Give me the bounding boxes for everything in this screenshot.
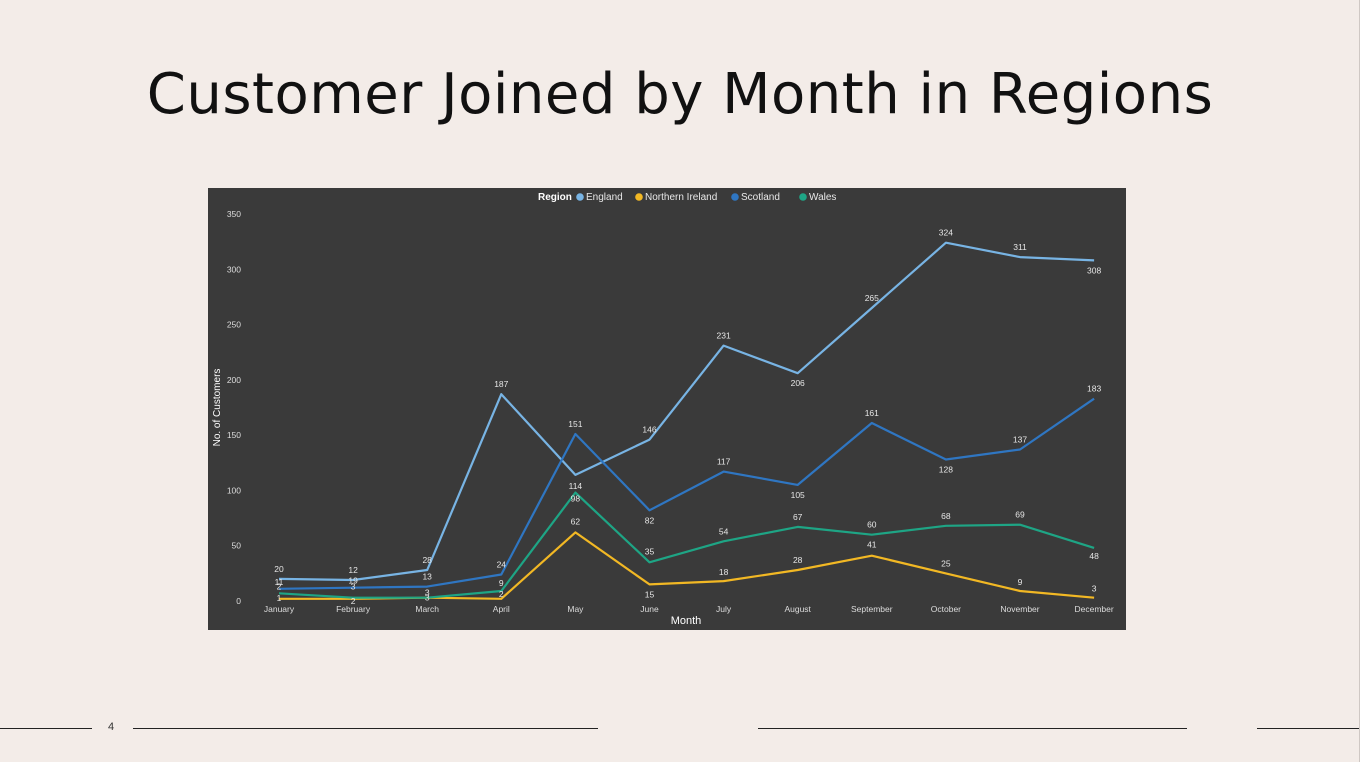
x-tick-label: September xyxy=(851,604,893,614)
footer-line-left-long xyxy=(133,728,598,729)
chart-legend: Region England Northern Ireland Scotland Wal… xyxy=(538,192,836,203)
y-tick-label: 150 xyxy=(227,430,241,440)
data-label: 146 xyxy=(642,425,656,435)
data-label: 35 xyxy=(645,546,655,556)
x-tick-label: July xyxy=(716,604,732,614)
footer-line-center xyxy=(758,728,1187,729)
series-lines xyxy=(279,243,1094,599)
series-line[interactable] xyxy=(279,532,1094,598)
data-label: 98 xyxy=(571,494,581,504)
slide-title: Customer Joined by Month in Regions xyxy=(0,62,1360,127)
y-tick-label: 50 xyxy=(232,541,242,551)
legend-label: Wales xyxy=(809,192,836,203)
data-label: 28 xyxy=(793,555,803,565)
data-label: 25 xyxy=(941,558,951,568)
y-tick-label: 100 xyxy=(227,485,241,495)
chart-svg: Region England Northern Ireland Scotland Wal… xyxy=(208,188,1126,630)
x-axis-title: Month xyxy=(671,615,702,627)
data-label: 265 xyxy=(865,293,879,303)
y-tick-label: 300 xyxy=(227,264,241,274)
data-label: 28 xyxy=(422,555,432,565)
data-label: 54 xyxy=(719,526,729,536)
legend-label: Scotland xyxy=(741,192,780,203)
data-label: 3 xyxy=(351,582,356,592)
legend-marker xyxy=(731,193,739,201)
data-label: 15 xyxy=(645,589,655,599)
data-label: 82 xyxy=(645,515,655,525)
legend-label: England xyxy=(586,192,623,203)
y-axis-title: No. of Customers xyxy=(212,369,223,447)
data-label: 9 xyxy=(499,578,504,588)
legend-marker xyxy=(635,193,643,201)
x-axis: January February March April May June July Augu… xyxy=(264,604,1114,627)
legend-label: Northern Ireland xyxy=(645,192,717,203)
x-tick-label: November xyxy=(1000,604,1039,614)
data-label: 20 xyxy=(274,564,284,574)
data-label: 9 xyxy=(1018,577,1023,587)
x-tick-label: June xyxy=(640,604,659,614)
data-label: 13 xyxy=(422,572,432,582)
x-tick-label: March xyxy=(415,604,439,614)
line-chart: Region England Northern Ireland Scotland Wal… xyxy=(208,188,1126,630)
page-number: 4 xyxy=(108,721,114,733)
data-label: 1 xyxy=(277,593,282,603)
footer-line-left xyxy=(0,728,92,729)
legend-item[interactable]: Wales xyxy=(799,192,836,203)
x-tick-label: October xyxy=(931,604,961,614)
data-label: 137 xyxy=(1013,435,1027,445)
data-label: 60 xyxy=(867,520,877,530)
legend-item[interactable]: Northern Ireland xyxy=(635,192,717,203)
y-tick-label: 350 xyxy=(227,209,241,219)
data-label: 128 xyxy=(939,464,953,474)
data-label: 18 xyxy=(719,567,729,577)
data-label: 2 xyxy=(351,596,356,606)
data-label: 231 xyxy=(717,331,731,341)
series-line[interactable] xyxy=(279,243,1094,580)
x-tick-label: April xyxy=(493,604,510,614)
data-label: 68 xyxy=(941,511,951,521)
data-label: 187 xyxy=(494,379,508,389)
series-line[interactable] xyxy=(279,399,1094,589)
data-label: 151 xyxy=(568,419,582,429)
x-tick-label: January xyxy=(264,604,295,614)
legend-marker xyxy=(576,193,584,201)
data-label: 161 xyxy=(865,408,879,418)
y-axis: 0 50 100 150 200 250 300 350 No. of Customers xyxy=(212,209,241,606)
legend-marker xyxy=(799,193,807,201)
x-tick-label: December xyxy=(1074,604,1113,614)
legend-item[interactable]: England xyxy=(576,192,623,203)
data-label: 311 xyxy=(1013,242,1027,252)
data-label: 206 xyxy=(791,378,805,388)
y-tick-label: 250 xyxy=(227,320,241,330)
y-tick-label: 200 xyxy=(227,375,241,385)
legend-title: Region xyxy=(538,192,572,203)
data-label: 12 xyxy=(348,565,358,575)
data-label: 48 xyxy=(1089,551,1099,561)
x-tick-label: August xyxy=(784,604,811,614)
data-label: 114 xyxy=(569,481,583,491)
data-label: 2 xyxy=(499,589,504,599)
data-label: 41 xyxy=(867,540,877,550)
data-label: 308 xyxy=(1087,265,1101,275)
data-label: 67 xyxy=(793,512,803,522)
data-label: 3 xyxy=(1092,584,1097,594)
data-label: 117 xyxy=(717,457,731,467)
data-label: 62 xyxy=(571,516,581,526)
data-label: 105 xyxy=(791,490,805,500)
data-label: 2 xyxy=(277,581,282,591)
x-tick-label: May xyxy=(567,604,584,614)
data-label: 69 xyxy=(1015,510,1025,520)
data-label: 324 xyxy=(939,228,953,238)
data-label: 24 xyxy=(497,559,507,569)
data-label: 3 xyxy=(425,593,430,603)
y-tick-label: 0 xyxy=(236,596,241,606)
data-label: 183 xyxy=(1087,384,1101,394)
footer-line-right xyxy=(1257,728,1360,729)
legend-item[interactable]: Scotland xyxy=(731,192,780,203)
